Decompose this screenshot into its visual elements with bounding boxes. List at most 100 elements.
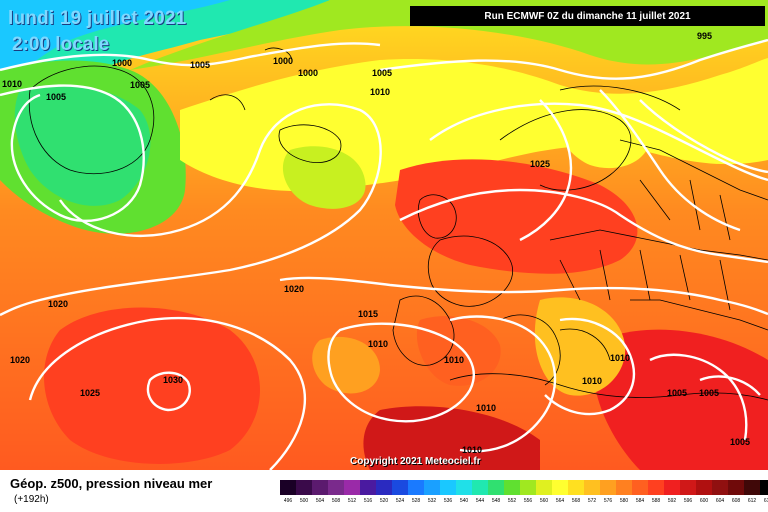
legend-swatch bbox=[392, 480, 408, 495]
field-zone-red-east bbox=[593, 329, 768, 470]
legend-swatch bbox=[360, 480, 376, 495]
isobar-label: 1010 bbox=[2, 79, 22, 89]
legend-label: 544 bbox=[475, 498, 485, 504]
legend-swatch bbox=[280, 480, 296, 495]
legend-swatch bbox=[376, 480, 392, 495]
isobar-label: 1020 bbox=[48, 299, 68, 309]
isobar-label: 1020 bbox=[284, 284, 304, 294]
legend-label: 616 bbox=[763, 498, 768, 504]
legend-swatch bbox=[296, 480, 312, 495]
legend-label: 584 bbox=[635, 498, 645, 504]
isobar-label: 1015 bbox=[358, 309, 378, 319]
legend-swatch bbox=[472, 480, 488, 495]
isobar-label: 1005 bbox=[46, 92, 66, 102]
legend-swatch bbox=[504, 480, 520, 495]
legend-swatch bbox=[552, 480, 568, 495]
legend-swatch bbox=[648, 480, 664, 495]
legend-swatch bbox=[344, 480, 360, 495]
legend-swatch bbox=[488, 480, 504, 495]
forecast-time: 2:00 locale bbox=[12, 34, 110, 55]
isobar-label: 1010 bbox=[610, 353, 630, 363]
legend-label: 588 bbox=[651, 498, 661, 504]
legend-label: 540 bbox=[459, 498, 469, 504]
legend-label: 596 bbox=[683, 498, 693, 504]
legend-label: 568 bbox=[571, 498, 581, 504]
legend-swatch bbox=[456, 480, 472, 495]
forecast-hour: (+192h) bbox=[14, 494, 49, 505]
legend-label: 504 bbox=[315, 498, 325, 504]
legend-swatch bbox=[568, 480, 584, 495]
field-title: Géop. z500, pression niveau mer bbox=[10, 476, 213, 491]
isobar-label: 1010 bbox=[368, 339, 388, 349]
isobar-label: 1010 bbox=[462, 445, 482, 455]
weather-map: 1000 1005 1010 1005 1005 1000 1000 1005 … bbox=[0, 0, 768, 470]
legend-swatch bbox=[728, 480, 744, 495]
isobar-label: 1000 bbox=[273, 56, 293, 66]
legend-swatch bbox=[424, 480, 440, 495]
legend-label: 500 bbox=[299, 498, 309, 504]
legend-swatch bbox=[680, 480, 696, 495]
isobars bbox=[0, 38, 768, 470]
legend-label: 604 bbox=[715, 498, 725, 504]
legend-swatch bbox=[328, 480, 344, 495]
isobar-labels: 1000 1005 1010 1005 1005 1000 1000 1005 … bbox=[2, 31, 750, 455]
isobar-label: 1000 bbox=[112, 58, 132, 68]
legend-swatch bbox=[408, 480, 424, 495]
legend-label: 592 bbox=[667, 498, 677, 504]
legend-label: 532 bbox=[427, 498, 437, 504]
legend-label: 556 bbox=[523, 498, 533, 504]
field-zone-lime-patch bbox=[282, 146, 366, 209]
field-zone-cyan bbox=[0, 0, 330, 170]
legend-label: 536 bbox=[443, 498, 453, 504]
color-legend bbox=[280, 480, 768, 495]
legend-label: 608 bbox=[731, 498, 741, 504]
legend-label: 576 bbox=[603, 498, 613, 504]
legend-swatch bbox=[744, 480, 760, 495]
isobar-label: 1010 bbox=[582, 376, 602, 386]
legend-swatch bbox=[712, 480, 728, 495]
map-footer: Géop. z500, pression niveau mer (+192h) … bbox=[0, 470, 768, 512]
isobar-label: 1005 bbox=[372, 68, 392, 78]
legend-label: 600 bbox=[699, 498, 709, 504]
isobar-label: 1025 bbox=[530, 159, 550, 169]
field-zone-yellow-patch bbox=[554, 96, 651, 169]
isobar-label: 1010 bbox=[370, 87, 390, 97]
legend-swatch bbox=[664, 480, 680, 495]
coastlines bbox=[28, 47, 768, 401]
isobar-label: 1010 bbox=[476, 403, 496, 413]
copyright: Copyright 2021 Meteociel.fr bbox=[350, 456, 481, 467]
legend-label: 552 bbox=[507, 498, 517, 504]
legend-swatch bbox=[312, 480, 328, 495]
isobar-label: 1000 bbox=[298, 68, 318, 78]
isobar-label: 1020 bbox=[10, 355, 30, 365]
field-zone-red-north bbox=[395, 159, 638, 274]
legend-label: 524 bbox=[395, 498, 405, 504]
legend-label: 520 bbox=[379, 498, 389, 504]
legend-swatch bbox=[696, 480, 712, 495]
field-zone-amber-patch bbox=[534, 297, 626, 396]
legend-swatch bbox=[584, 480, 600, 495]
legend-label: 564 bbox=[555, 498, 565, 504]
isobar-label: 1005 bbox=[130, 80, 150, 90]
legend-label: 572 bbox=[587, 498, 597, 504]
legend-swatch bbox=[760, 480, 768, 495]
isobar-label: 1005 bbox=[699, 388, 719, 398]
legend-swatch bbox=[616, 480, 632, 495]
map-canvas: 1000 1005 1010 1005 1005 1000 1000 1005 … bbox=[0, 0, 768, 470]
isobar-label: 1005 bbox=[730, 437, 750, 447]
isobar-label: 995 bbox=[697, 31, 712, 41]
isobar-label: 1030 bbox=[163, 375, 183, 385]
isobar-label: 1005 bbox=[667, 388, 687, 398]
legend-label: 516 bbox=[363, 498, 373, 504]
isobar-label: 1010 bbox=[444, 355, 464, 365]
legend-label: 528 bbox=[411, 498, 421, 504]
color-legend-labels: 496 500 504 508 512 516 520 524 528 532 536 540 544 5… bbox=[280, 498, 768, 504]
isobar-label: 1025 bbox=[80, 388, 100, 398]
legend-label: 496 bbox=[283, 498, 293, 504]
legend-label: 612 bbox=[747, 498, 757, 504]
field-zone-blue bbox=[0, 0, 230, 95]
legend-swatch bbox=[600, 480, 616, 495]
field-zone-red-west bbox=[43, 307, 261, 464]
legend-label: 512 bbox=[347, 498, 357, 504]
legend-swatch bbox=[520, 480, 536, 495]
